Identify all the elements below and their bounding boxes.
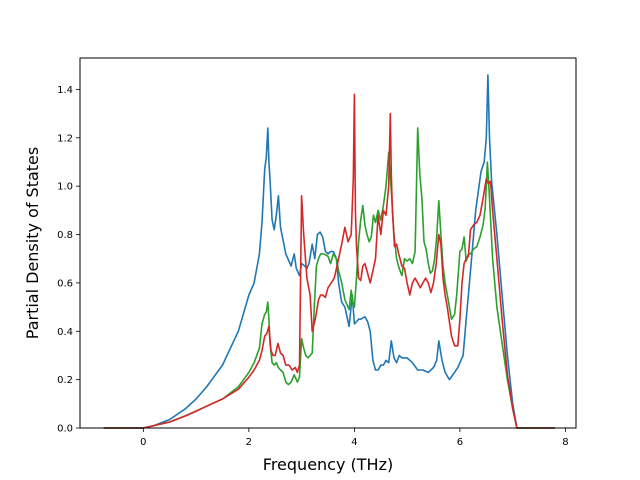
x-tick-label: 6 [457,437,463,448]
x-tick-label: 2 [246,437,252,448]
pdos-series-line-2 [103,127,555,429]
pdos-series-line-3 [103,93,555,429]
y-tick-label: 0.8 [57,230,73,241]
x-ticks: 0 2 4 6 8 [140,428,569,448]
y-tick-label: 1.0 [57,182,73,193]
x-axis-label: Frequency (THz) [263,455,393,474]
x-tick-label: 0 [140,437,146,448]
axes-frame [79,57,577,429]
series-layer [103,74,555,429]
y-tick-label: 0.2 [57,375,73,386]
y-ticks: 0.0 0.2 0.4 0.6 0.8 1.0 1.2 1.4 [57,85,80,435]
y-tick-label: 1.2 [57,133,73,144]
y-tick-label: 0.4 [57,327,73,338]
x-tick-label: 8 [562,437,568,448]
y-tick-label: 0.6 [57,278,73,289]
y-tick-label: 1.4 [57,85,73,96]
x-tick-label: 4 [351,437,357,448]
pdos-series-line-1 [103,74,555,429]
y-tick-label: 0.0 [57,424,73,435]
y-axis-label: Partial Density of States [23,147,42,339]
